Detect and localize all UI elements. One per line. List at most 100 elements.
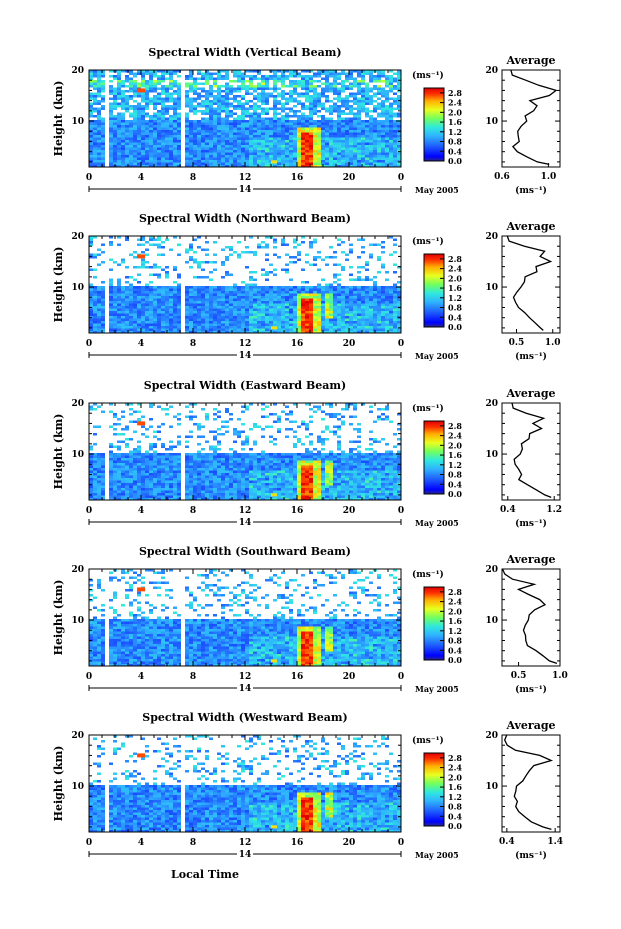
colorbar-tick-label: 0.4 [448,479,462,489]
hotspots [137,421,277,497]
colorbar-tick-label: 0.0 [448,655,462,665]
average-y-tick-label: 20 [485,232,498,242]
y-tick-label: 20 [71,565,84,575]
x-ticks: 0 4 8 12 16 20 0 [86,236,404,349]
y-axis-label: Height (km) [52,580,65,656]
x-tick-label: 0 [86,672,92,682]
month-label: May 2005 [415,684,459,694]
average-frame [501,235,561,334]
average-x-tick-label: 0.4 [500,505,516,515]
colorbar-tick-label: 0.0 [448,156,462,166]
average-line [510,69,558,166]
y-axis-label: Height (km) [52,746,65,822]
colorbar-tick-label: 0.8 [448,470,462,480]
x-ticks: 0 4 8 12 16 20 0 [86,735,404,848]
colorbar-tick-label: 2.8 [448,88,462,98]
average-y-tick-label: 20 [485,66,498,76]
y-tick-label: 10 [71,616,84,626]
month-label: May 2005 [415,185,459,195]
colorbar-tick-label: 1.2 [448,792,462,802]
colorbar-tick-label: 1.6 [448,782,462,792]
colorbar-tick-label: 2.8 [448,587,462,597]
average-y-tick-label: 10 [485,283,498,293]
date-bar: 14 May 2005 [88,683,459,694]
panel-4: Spectral Width (Southward Beam) 0 4 8 12 16 20… [52,545,568,695]
average-x-tick-label: 1.0 [541,172,557,182]
panel-title: Spectral Width (Southward Beam) [139,545,351,558]
hotspots [137,753,277,829]
heatmap-cells [89,735,401,833]
x-tick-label: 0 [86,838,92,848]
day-label: 14 [239,850,252,860]
average-x-unit: (ms⁻¹) [515,684,547,695]
x-tick-label: 16 [291,838,304,848]
colorbar-tick-label: 0.4 [448,146,462,156]
x-tick-label: 8 [190,672,196,682]
month-label: May 2005 [415,850,459,860]
x-tick-label: 0 [86,339,92,349]
average-x-unit: (ms⁻¹) [515,185,547,196]
x-tick-label: 16 [291,672,304,682]
average-x-tick-label: 0.5 [509,338,525,348]
average-y-tick-label: 10 [485,450,498,460]
average-frame [501,734,561,833]
colorbar-tick-label: 2.8 [448,421,462,431]
x-tick-label: 8 [190,506,196,516]
x-tick-label: 12 [239,838,252,848]
colorbar-tick-label: 2.0 [448,107,462,117]
month-label: May 2005 [415,351,459,361]
average-profile: Average 10 20 0.4 1.4(ms⁻¹) [485,719,563,861]
heatmap-cells [89,70,401,168]
x-tick-label: 20 [343,838,356,848]
colorbar-tick-label: 2.4 [448,597,462,607]
average-title: Average [505,387,555,400]
colorbar-tick-label: 0.8 [448,636,462,646]
average-title: Average [505,719,555,732]
panel-title: Spectral Width (Westward Beam) [142,711,347,724]
panel-title: Spectral Width (Northward Beam) [139,212,351,225]
y-tick-label: 20 [71,232,84,242]
colorbar-tick-label: 1.2 [448,460,462,470]
x-tick-label: 0 [398,339,404,349]
day-label: 14 [239,518,252,528]
x-axis-label: Local Time [171,868,239,881]
colorbar-tick-label: 1.2 [448,626,462,636]
colorbar-unit: (ms⁻¹) [412,569,444,580]
x-tick-label: 8 [190,838,196,848]
average-line [501,568,558,665]
panel-1: Spectral Width (Vertical Beam)0 4 8 12 16 20 0… [52,46,561,196]
average-x-unit: (ms⁻¹) [515,518,547,529]
colorbar-tick-label: 1.6 [448,450,462,460]
average-x-tick-label: 0.6 [494,172,510,182]
colorbar-tick-label: 2.8 [448,254,462,264]
x-tick-label: 4 [138,838,144,848]
day-label: 14 [239,351,252,361]
x-tick-label: 20 [343,506,356,516]
colorbar-tick-label: 0.4 [448,312,462,322]
y-tick-label: 20 [71,399,84,409]
colorbar-unit: (ms⁻¹) [412,236,444,247]
colorbar-tick-label: 1.6 [448,616,462,626]
colorbar-unit: (ms⁻¹) [412,403,444,414]
date-bar: 14 May 2005 [88,517,459,528]
colorbar-tick-label: 1.2 [448,127,462,137]
average-title: Average [505,220,555,233]
colorbar-tick-label: 1.6 [448,117,462,127]
y-ticks: 10 20 [71,731,401,828]
average-x-unit: (ms⁻¹) [515,351,547,362]
average-y-tick-label: 10 [485,782,498,792]
average-x-tick-label: 1.0 [545,338,561,348]
y-ticks: 10 20 [71,232,401,329]
heatmap-cells [89,569,401,667]
x-tick-label: 4 [138,506,144,516]
average-y-tick-label: 10 [485,117,498,127]
x-tick-label: 4 [138,339,144,349]
x-tick-label: 8 [190,339,196,349]
average-y-tick-label: 10 [485,616,498,626]
average-profile: Average 10 20 0.4 1.2 (ms⁻¹) [485,387,562,529]
average-y-tick-label: 20 [485,565,498,575]
y-tick-label: 10 [71,450,84,460]
x-tick-label: 0 [398,506,404,516]
average-x-tick-label: 1.4 [547,837,563,847]
